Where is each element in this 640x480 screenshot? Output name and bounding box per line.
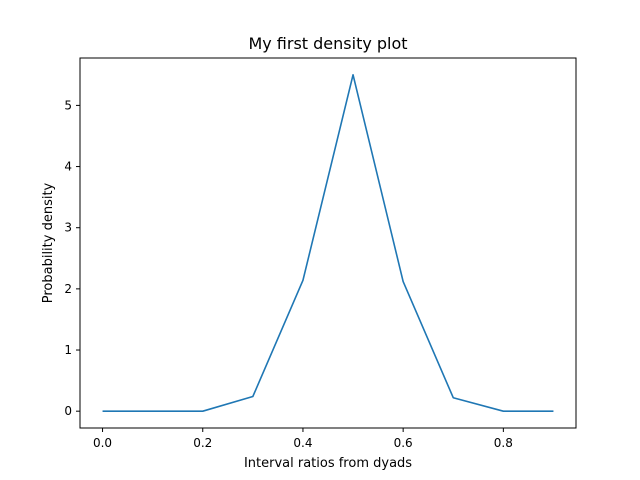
x-axis-label: Interval ratios from dyads [244,456,412,471]
x-tick-label: 0.6 [394,436,413,450]
y-axis-label: Probability density [41,182,56,303]
y-axis: 0 1 2 3 4 5 [64,98,80,418]
y-tick-label: 0 [64,404,72,418]
chart-title: My first density plot [248,34,407,53]
x-tick-label: 0.8 [494,436,513,450]
plot-area [102,74,554,412]
y-tick-label: 3 [64,221,72,235]
y-tick-label: 5 [64,98,72,112]
density-line-0 [102,74,554,412]
y-tick-label: 1 [64,343,72,357]
x-tick-label: 0.4 [293,436,312,450]
y-tick-label: 2 [64,282,72,296]
x-tick-label: 0.2 [193,436,212,450]
plot-frame [79,57,577,429]
y-tick-label: 4 [64,160,72,174]
x-axis: 0.0 0.2 0.4 0.6 0.8 [93,428,513,450]
x-tick-label: 0.0 [93,436,112,450]
